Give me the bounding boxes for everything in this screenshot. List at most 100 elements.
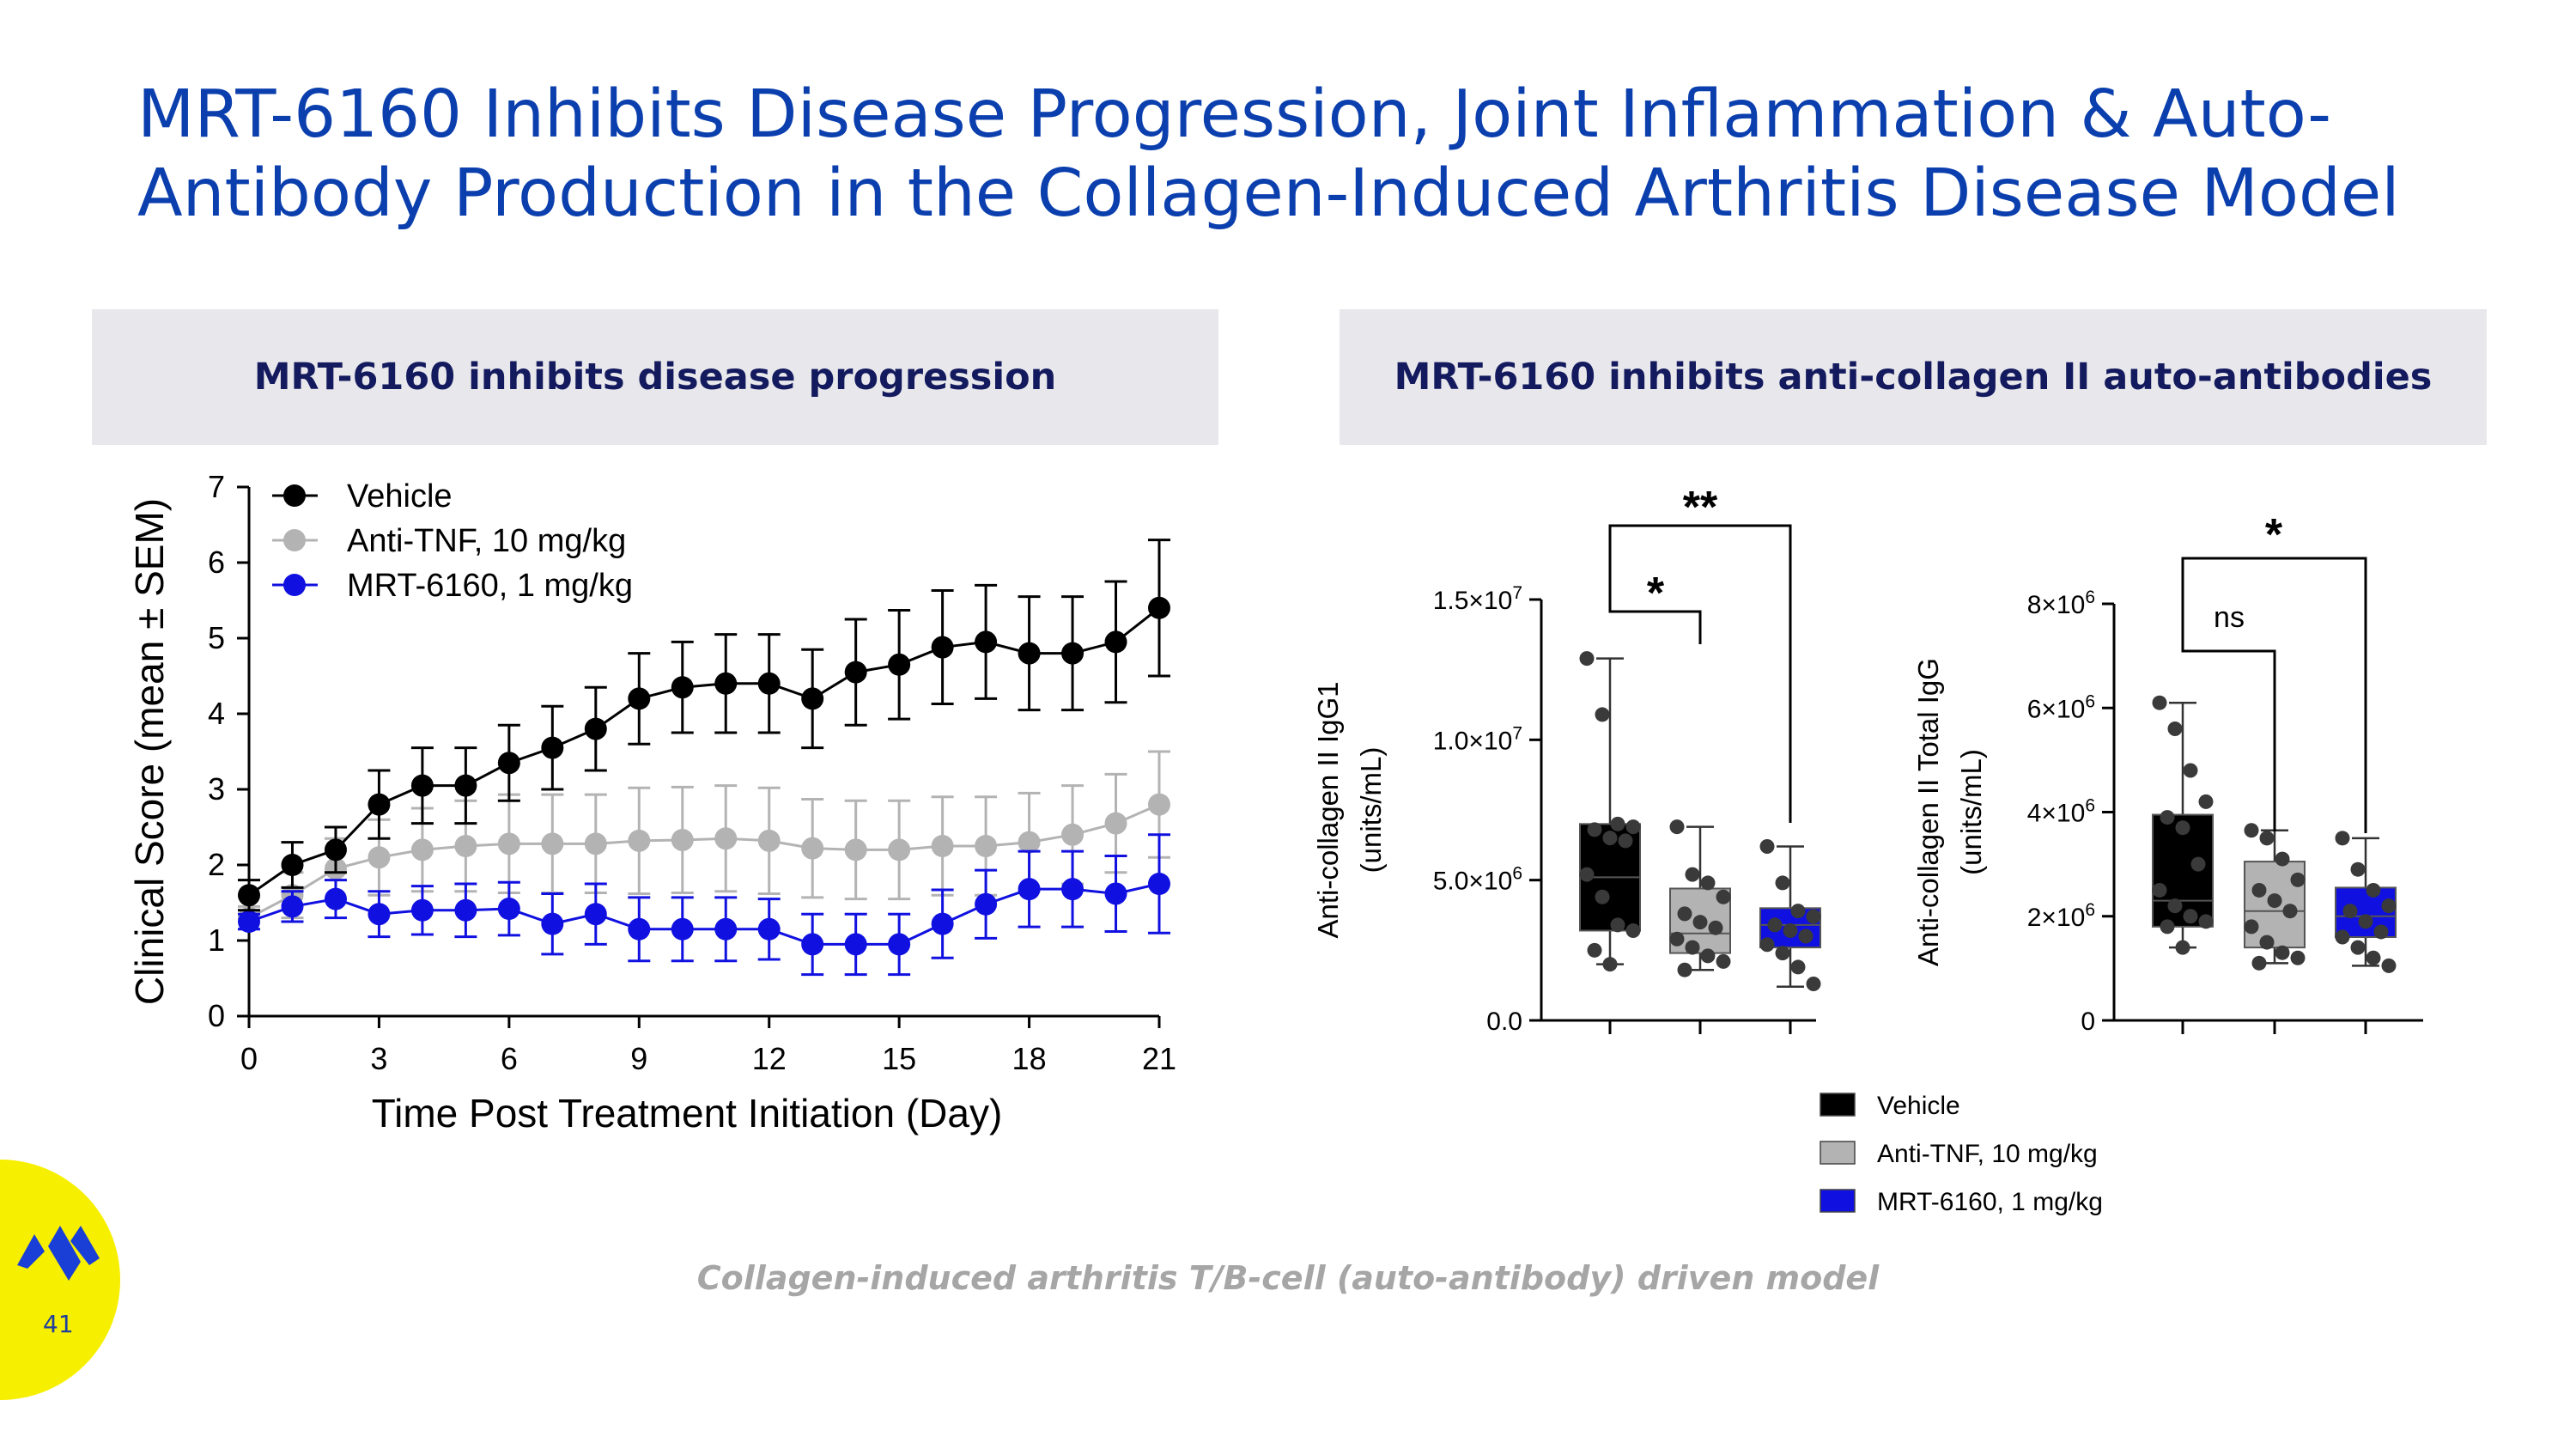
data-point	[1685, 940, 1700, 955]
data-point	[2183, 909, 2198, 924]
legend-marker-anti-tnf-10-mg-kg	[283, 529, 306, 551]
x-tick-label: 0	[240, 1041, 258, 1076]
data-point	[410, 898, 434, 922]
data-point	[2160, 919, 2175, 935]
data-point	[1759, 838, 1775, 854]
data-point	[2267, 893, 2282, 909]
data-point	[1104, 812, 1127, 835]
data-point	[1148, 793, 1170, 816]
data-point	[2175, 940, 2190, 955]
data-point	[844, 838, 867, 861]
data-point	[497, 752, 520, 775]
data-point	[2259, 831, 2275, 846]
data-point	[1579, 651, 1595, 667]
data-point	[1783, 922, 1798, 938]
data-point	[2335, 831, 2350, 846]
data-point	[541, 832, 564, 855]
data-point	[1806, 977, 1821, 992]
slide-title: MRT-6160 Inhibits Disease Progression, J…	[137, 76, 2499, 234]
data-point	[238, 884, 260, 907]
data-point	[2282, 904, 2298, 919]
data-point	[2160, 810, 2175, 825]
data-point	[2259, 935, 2275, 950]
x-tick-label: 21	[1142, 1041, 1176, 1076]
data-point	[1595, 889, 1610, 904]
data-point	[1716, 953, 1731, 969]
x-tick-label: 15	[882, 1041, 916, 1076]
y-tick-label: 2×106	[2027, 900, 2095, 932]
data-point	[2381, 958, 2397, 973]
data-point	[2366, 882, 2381, 898]
data-point	[238, 910, 260, 933]
y-tick-label: 6	[208, 545, 225, 580]
legend-label-vehicle: Vehicle	[1877, 1092, 1960, 1120]
data-point	[454, 835, 477, 857]
data-point	[1806, 909, 1821, 924]
data-point	[1610, 917, 1625, 933]
data-point	[1790, 959, 1806, 975]
y-tick-label: 0.0	[1486, 1008, 1522, 1036]
data-point	[714, 917, 738, 941]
data-point	[281, 854, 304, 876]
data-point	[2190, 856, 2206, 872]
data-point	[1700, 948, 1716, 964]
data-point	[1790, 904, 1806, 919]
data-point	[1685, 867, 1700, 882]
y-tick-label: 4	[208, 696, 225, 731]
legend-label-vehicle: Vehicle	[347, 478, 453, 514]
data-point	[1716, 889, 1731, 904]
data-point	[2152, 695, 2167, 710]
slide-title-line-2: Antibody Production in the Collagen-Indu…	[137, 155, 2400, 232]
series-line-anti-tnf-10-mg-kg	[248, 803, 1160, 919]
x-tick-label: 18	[1012, 1041, 1047, 1076]
data-point	[2175, 820, 2190, 836]
x-tick-label: 3	[370, 1041, 387, 1076]
data-point	[1775, 875, 1790, 891]
y-axis-label: Clinical Score (mean ± SEM)	[127, 498, 172, 1005]
data-point	[2290, 872, 2306, 887]
y-tick-label: 6×106	[2027, 691, 2095, 723]
data-point	[1708, 920, 1723, 935]
legend-label-mrt-6160-1-mg-kg: MRT-6160, 1 mg/kg	[1877, 1188, 2103, 1216]
data-point	[410, 774, 434, 797]
legend-swatch-anti-tnf-10-mg-kg	[1820, 1141, 1856, 1165]
data-point	[1669, 931, 1685, 947]
data-point	[497, 832, 520, 855]
data-point	[2358, 914, 2373, 929]
data-point	[975, 835, 998, 857]
significance-bracket	[2181, 557, 2367, 833]
data-point	[1148, 596, 1170, 619]
data-point	[368, 903, 391, 926]
legend-swatch-vehicle	[1820, 1093, 1856, 1117]
data-point	[671, 917, 694, 941]
igg1-box-plot: 0.0 5.0×106 1.0×107 1.5×107 Anti-collagen II…	[1312, 483, 1821, 1036]
data-point	[714, 827, 738, 850]
data-point	[1587, 822, 1602, 837]
data-point	[1061, 878, 1084, 901]
right-panel-header: MRT-6160 inhibits anti-collagen II auto-…	[1340, 309, 2487, 445]
y-tick-label: 1.0×107	[1433, 723, 1522, 755]
data-point	[324, 838, 347, 861]
significance-label: **	[1683, 483, 1718, 533]
data-point	[1759, 937, 1775, 953]
box-group-mrt-6160-1-mg-kg	[2335, 831, 2397, 973]
series-vehicle	[238, 539, 1170, 912]
data-point	[1018, 878, 1041, 901]
significance-bracket	[1608, 524, 1792, 823]
y-tick-label: 1.5×107	[1433, 583, 1522, 615]
data-point	[757, 917, 781, 941]
data-point	[368, 846, 391, 869]
significance-label: *	[2265, 510, 2283, 560]
data-point	[2342, 904, 2358, 919]
data-point	[931, 636, 954, 659]
y-axis-label-units: (units/mL)	[1355, 747, 1387, 874]
legend-label-mrt-6160-1-mg-kg: MRT-6160, 1 mg/kg	[347, 568, 633, 604]
data-point	[1625, 922, 1641, 938]
data-point	[2373, 924, 2389, 940]
data-point	[1148, 873, 1170, 895]
data-point	[931, 835, 954, 857]
left-panel-header-text: MRT-6160 inhibits disease progression	[253, 356, 1057, 399]
data-point	[757, 672, 781, 695]
data-point	[368, 793, 391, 816]
